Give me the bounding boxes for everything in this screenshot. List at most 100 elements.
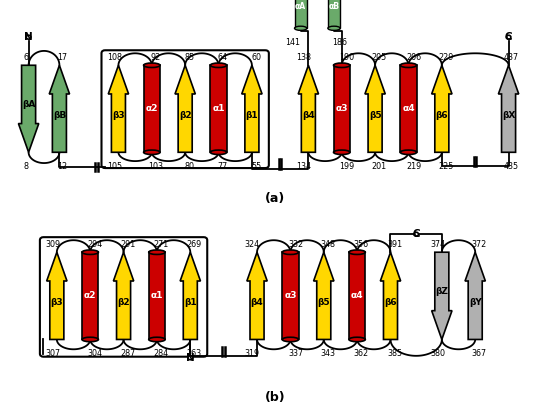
Polygon shape <box>180 252 200 339</box>
Bar <box>294 0 307 28</box>
Text: 385: 385 <box>387 349 402 358</box>
Ellipse shape <box>349 337 365 342</box>
Text: α3: α3 <box>284 291 296 300</box>
Text: 367: 367 <box>472 349 487 358</box>
Text: C: C <box>505 32 513 42</box>
Ellipse shape <box>349 250 365 254</box>
Text: α2: α2 <box>146 104 158 113</box>
Text: 108: 108 <box>107 53 122 62</box>
Ellipse shape <box>333 150 350 155</box>
Text: 105: 105 <box>107 162 122 171</box>
Text: αB: αB <box>328 2 339 11</box>
Text: β6: β6 <box>436 111 448 120</box>
Text: α4: α4 <box>402 104 415 113</box>
Text: 60: 60 <box>251 53 261 62</box>
Ellipse shape <box>282 250 299 254</box>
Text: 271: 271 <box>153 240 169 249</box>
Polygon shape <box>365 65 385 152</box>
Ellipse shape <box>82 337 98 342</box>
Text: β1: β1 <box>184 298 196 307</box>
Ellipse shape <box>144 150 160 155</box>
Text: (a): (a) <box>265 192 285 205</box>
Text: 332: 332 <box>288 240 303 249</box>
Text: β3: β3 <box>51 298 63 307</box>
Text: βY: βY <box>469 298 482 307</box>
Bar <box>349 252 365 339</box>
Circle shape <box>26 35 31 39</box>
Text: 372: 372 <box>472 240 487 249</box>
Text: 103: 103 <box>148 162 163 171</box>
Ellipse shape <box>328 26 340 30</box>
Text: 6: 6 <box>24 53 29 62</box>
Ellipse shape <box>148 250 165 254</box>
Text: 362: 362 <box>354 349 369 358</box>
Text: N: N <box>24 32 33 42</box>
Text: β4: β4 <box>302 111 315 120</box>
Text: 391: 391 <box>387 240 402 249</box>
Polygon shape <box>50 65 69 152</box>
Bar <box>328 0 340 28</box>
Text: 64: 64 <box>218 53 228 62</box>
Text: 337: 337 <box>288 349 303 358</box>
Text: β4: β4 <box>251 298 263 307</box>
Ellipse shape <box>82 250 98 254</box>
Polygon shape <box>247 252 267 339</box>
Text: 138: 138 <box>296 53 311 62</box>
Text: 348: 348 <box>320 240 336 249</box>
Text: 8: 8 <box>24 162 29 171</box>
Text: 17: 17 <box>57 53 67 62</box>
Text: 356: 356 <box>354 240 369 249</box>
Text: 85: 85 <box>184 53 194 62</box>
Text: β5: β5 <box>369 111 381 120</box>
Text: β2: β2 <box>179 111 191 120</box>
Text: 263: 263 <box>187 349 202 358</box>
Text: 343: 343 <box>320 349 336 358</box>
Text: 291: 291 <box>120 240 135 249</box>
Text: 324: 324 <box>244 240 260 249</box>
Text: 294: 294 <box>87 240 103 249</box>
Text: 374: 374 <box>430 240 446 249</box>
Text: 437: 437 <box>504 53 519 62</box>
Text: 186: 186 <box>332 38 346 47</box>
Text: β6: β6 <box>384 298 397 307</box>
Circle shape <box>414 232 419 236</box>
Text: 229: 229 <box>438 53 454 62</box>
Polygon shape <box>298 65 318 152</box>
Text: α1: α1 <box>151 291 163 300</box>
Ellipse shape <box>148 337 165 342</box>
Text: 199: 199 <box>339 162 355 171</box>
Text: (b): (b) <box>265 391 285 405</box>
Ellipse shape <box>400 63 417 67</box>
Circle shape <box>188 356 192 360</box>
Text: 287: 287 <box>120 349 135 358</box>
Ellipse shape <box>333 63 350 67</box>
Bar <box>144 65 160 152</box>
Polygon shape <box>108 65 129 152</box>
Text: 319: 319 <box>244 349 260 358</box>
Text: βX: βX <box>502 111 515 120</box>
Polygon shape <box>381 252 400 339</box>
Text: 206: 206 <box>406 53 421 62</box>
Text: α4: α4 <box>351 291 364 300</box>
Text: 190: 190 <box>339 53 354 62</box>
Text: β2: β2 <box>117 298 130 307</box>
Bar <box>400 65 417 152</box>
Text: αA: αA <box>295 2 306 11</box>
Text: 201: 201 <box>372 162 387 171</box>
Text: 219: 219 <box>406 162 421 171</box>
Text: βA: βA <box>22 100 35 109</box>
Text: 309: 309 <box>45 240 60 249</box>
Ellipse shape <box>294 26 307 30</box>
Polygon shape <box>47 252 67 339</box>
Bar <box>82 252 98 339</box>
Polygon shape <box>498 65 519 152</box>
Text: α2: α2 <box>84 291 96 300</box>
Text: β3: β3 <box>112 111 125 120</box>
Text: 55: 55 <box>251 162 261 171</box>
Bar <box>282 252 299 339</box>
Polygon shape <box>113 252 134 339</box>
Text: 269: 269 <box>187 240 202 249</box>
Bar <box>148 252 165 339</box>
Text: βB: βB <box>53 111 66 120</box>
Text: 92: 92 <box>151 53 161 62</box>
